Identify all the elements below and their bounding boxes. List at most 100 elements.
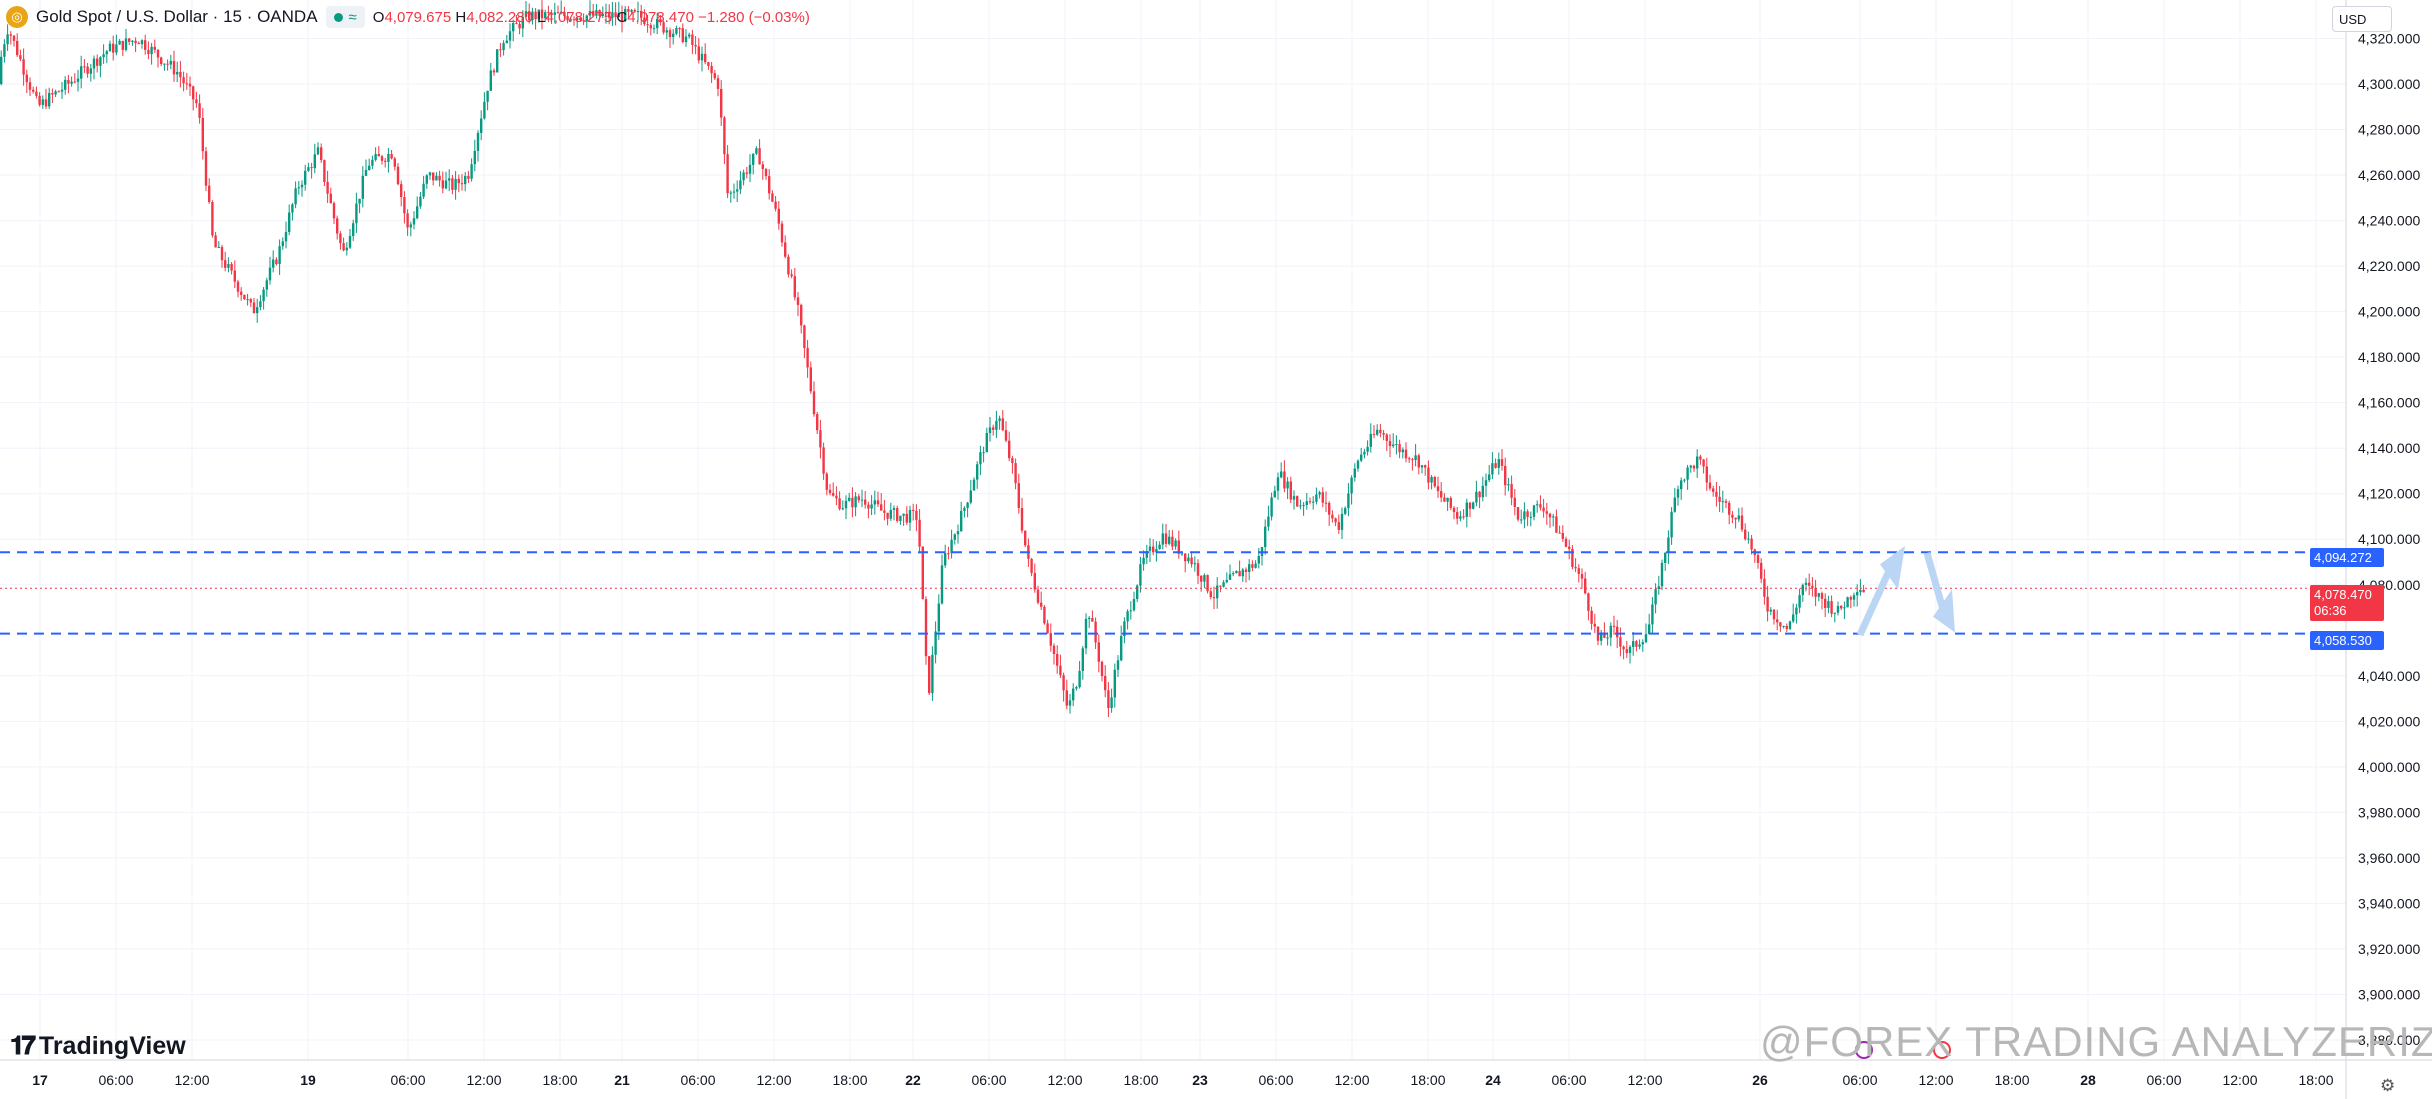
candle-body xyxy=(1344,508,1347,514)
candle-body xyxy=(288,212,291,233)
candle-body xyxy=(1488,474,1491,481)
candle-body xyxy=(774,201,777,209)
candle-body xyxy=(1846,597,1849,608)
y-axis-tick-label: 4,260.000 xyxy=(2358,167,2420,183)
candle-body xyxy=(224,260,227,268)
y-axis-tick-label: 4,320.000 xyxy=(2358,30,2420,46)
tradingview-logo[interactable]: 𝟏𝟕 TradingView xyxy=(10,1030,186,1062)
candle-body xyxy=(1840,606,1843,609)
candle-body xyxy=(1852,595,1856,600)
candle-body xyxy=(428,172,432,176)
x-axis-tick-label: 18:00 xyxy=(832,1072,867,1088)
candle-body xyxy=(854,496,857,508)
candle-body xyxy=(1382,432,1385,435)
candle-body xyxy=(1164,533,1168,544)
candle-body xyxy=(1190,557,1193,565)
x-axis-tick-label: 19 xyxy=(300,1072,316,1088)
candle-body xyxy=(192,86,195,100)
candle-body xyxy=(1244,569,1248,572)
candle-body xyxy=(976,464,979,480)
candle-body xyxy=(726,154,729,194)
candle-body xyxy=(537,9,540,20)
market-status-badge[interactable]: ≈ xyxy=(325,6,365,28)
candle-body xyxy=(796,297,800,305)
candle-body xyxy=(1532,505,1536,517)
down-arrow-head-icon xyxy=(1933,589,1955,633)
y-axis-tick-label: 3,960.000 xyxy=(2358,850,2420,866)
candle-body xyxy=(211,202,214,236)
candle-body xyxy=(912,509,915,511)
candle-body xyxy=(572,19,576,21)
x-axis-tick-label: 06:00 xyxy=(1551,1072,1586,1088)
candle-body xyxy=(681,28,684,43)
x-axis-tick-label: 18:00 xyxy=(2298,1072,2333,1088)
candle-body xyxy=(688,34,691,37)
tradingview-mark-icon: 𝟏𝟕 xyxy=(10,1030,36,1060)
x-axis-tick-label: 06:00 xyxy=(1842,1072,1877,1088)
support-price-label[interactable]: 4,058.530 xyxy=(2310,631,2384,650)
candle-body xyxy=(297,187,300,189)
y-axis-tick-label: 4,180.000 xyxy=(2358,349,2420,365)
candle-body xyxy=(684,36,688,43)
candle-body xyxy=(83,66,86,68)
candle-body xyxy=(1024,530,1027,546)
candle-body xyxy=(259,301,262,308)
candle-body xyxy=(745,172,748,174)
candle-body xyxy=(316,147,320,155)
resistance-price-label[interactable]: 4,094.272 xyxy=(2310,548,2384,567)
candle-body xyxy=(1360,454,1363,461)
candle-body xyxy=(700,53,704,61)
x-axis-tick-label: 12:00 xyxy=(756,1072,791,1088)
candle-body xyxy=(1510,484,1513,498)
candle-body xyxy=(44,99,48,107)
candle-body xyxy=(115,44,118,53)
close-value: 4,078.470 xyxy=(627,8,694,26)
candle-body xyxy=(384,160,387,162)
candle-body xyxy=(1462,516,1465,518)
currency-button[interactable]: USD xyxy=(2332,6,2392,32)
candle-body xyxy=(1648,624,1651,635)
candle-body xyxy=(451,178,454,190)
candle-body xyxy=(1740,515,1744,530)
candle-body xyxy=(291,204,294,213)
symbol-legend[interactable]: ◎ Gold Spot / U.S. Dollar · 15 · OANDA ≈… xyxy=(6,4,810,30)
candle-body xyxy=(524,11,528,17)
candle-body xyxy=(777,208,780,224)
candle-body xyxy=(1625,649,1628,654)
ohlc-values: O4,079.675 H4,082.280 L4,078.275 C4,078.… xyxy=(372,8,810,26)
candle-body xyxy=(790,274,793,277)
candle-body xyxy=(1036,589,1040,603)
candle-body xyxy=(972,479,976,491)
candle-body xyxy=(585,15,588,22)
candle-body xyxy=(624,9,627,22)
event-flag-icon[interactable] xyxy=(1933,1041,1951,1059)
candle-body xyxy=(1452,507,1456,513)
candle-body xyxy=(9,34,12,36)
candle-body xyxy=(556,12,560,14)
y-axis-tick-label: 4,160.000 xyxy=(2358,395,2420,411)
change-value: −1.280 (−0.03%) xyxy=(698,8,810,26)
candle-body xyxy=(6,34,9,45)
event-marker-icon[interactable] xyxy=(1855,1041,1873,1059)
x-axis-tick-label: 22 xyxy=(905,1072,921,1088)
gear-icon[interactable]: ⚙ xyxy=(2380,1076,2396,1095)
candle-body xyxy=(134,40,137,44)
candle-body xyxy=(1756,555,1760,563)
candle-body xyxy=(1664,552,1667,563)
candle-body xyxy=(96,58,99,66)
candle-body xyxy=(544,12,547,19)
candle-body xyxy=(345,247,348,251)
candle-body xyxy=(1616,626,1619,638)
candle-body xyxy=(419,196,422,207)
symbol-title[interactable]: Gold Spot / U.S. Dollar · 15 · OANDA xyxy=(36,7,318,26)
current-price-label[interactable]: 4,078.470 06:36 xyxy=(2310,585,2384,621)
candle-body xyxy=(329,193,332,204)
candle-body xyxy=(1558,532,1561,534)
candle-body xyxy=(1424,465,1427,468)
candle-body xyxy=(320,147,323,161)
candle-body xyxy=(1782,625,1785,627)
candle-body xyxy=(326,182,329,194)
candle-body xyxy=(924,599,928,657)
candle-body xyxy=(230,264,233,271)
